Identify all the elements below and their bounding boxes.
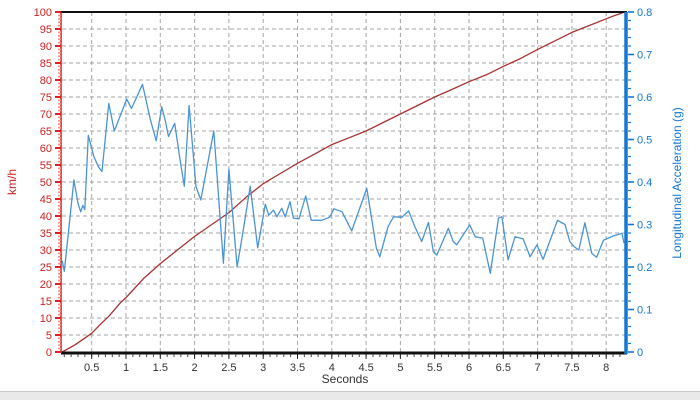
x-tick-label: 7.5 xyxy=(564,362,579,374)
series-speed-kmh xyxy=(61,11,625,353)
left-tick-label: 65 xyxy=(40,126,52,138)
x-tick-label: 5.5 xyxy=(427,362,442,374)
x-tick-label: 2 xyxy=(192,362,198,374)
x-tick-label: 3 xyxy=(260,362,266,374)
x-tick-label: 2.5 xyxy=(221,362,236,374)
right-tick-label: 0.7 xyxy=(637,50,652,62)
left-tick-label: 50 xyxy=(40,177,52,189)
left-tick-label: 25 xyxy=(40,262,52,274)
left-tick-label: 30 xyxy=(40,245,52,257)
x-tick-label: 1.5 xyxy=(153,362,168,374)
left-axis: 0 5 10 15 20 25 30 35 40 45 50 55 60 65 70 75 80 85 90 95 10… xyxy=(34,7,62,359)
left-tick-label: 35 xyxy=(40,228,52,240)
x-tick-label: 6.5 xyxy=(496,362,511,374)
x-tick-label: 1 xyxy=(123,362,129,374)
x-tick-label: 4 xyxy=(329,362,335,374)
left-tick-label: 70 xyxy=(40,109,52,121)
left-axis-title: km/h xyxy=(5,169,19,196)
right-tick-label: 0.4 xyxy=(637,177,652,189)
x-tick-label: 5 xyxy=(397,362,403,374)
window-bottom-edge xyxy=(0,391,700,400)
left-tick-label: 0 xyxy=(46,347,52,359)
left-tick-label: 40 xyxy=(40,211,52,223)
right-tick-label: 0 xyxy=(637,347,643,359)
right-axis-title: Longitudinal Acceleration (g) xyxy=(670,107,684,259)
left-tick-label: 45 xyxy=(40,194,52,206)
right-tick-label: 0.8 xyxy=(637,7,652,19)
left-tick-label: 15 xyxy=(40,296,52,308)
right-tick-label: 0.1 xyxy=(637,305,652,317)
x-axis-title: Seconds xyxy=(321,372,369,386)
left-tick-label: 10 xyxy=(40,313,52,325)
data-series xyxy=(61,11,625,353)
left-tick-label: 100 xyxy=(34,7,52,19)
x-tick-label: 4.5 xyxy=(358,362,373,374)
right-tick-label: 0.5 xyxy=(637,135,652,147)
x-tick-label: 0.5 xyxy=(84,362,99,374)
left-tick-label: 90 xyxy=(40,41,52,53)
x-tick-label: 6 xyxy=(466,362,472,374)
left-tick-label: 20 xyxy=(40,279,52,291)
right-axis: 0 0.1 0.2 0.3 0.4 0.5 0.6 0.7 0.8 xyxy=(624,7,652,359)
plot-frame xyxy=(61,11,627,355)
right-tick-label: 0.6 xyxy=(637,92,652,104)
x-tick-label: 3.5 xyxy=(290,362,305,374)
left-tick-label: 75 xyxy=(40,92,52,104)
gridlines xyxy=(62,12,625,352)
left-tick-label: 60 xyxy=(40,143,52,155)
left-tick-label: 80 xyxy=(40,75,52,87)
right-tick-label: 0.2 xyxy=(637,262,652,274)
x-axis-ticks: 0.5 1 1.5 2 2.5 3 3.5 4 4.5 5 5.5 6 6.5 7 7.5 8 xyxy=(63,354,621,374)
x-tick-label: 7 xyxy=(535,362,541,374)
x-tick-label: 8 xyxy=(603,362,609,374)
left-tick-label: 55 xyxy=(40,160,52,172)
left-tick-label: 95 xyxy=(40,24,52,36)
right-tick-label: 0.3 xyxy=(637,220,652,232)
series-longitudinal-acceleration-g xyxy=(61,83,625,275)
left-tick-label: 85 xyxy=(40,58,52,70)
left-tick-label: 5 xyxy=(46,330,52,342)
